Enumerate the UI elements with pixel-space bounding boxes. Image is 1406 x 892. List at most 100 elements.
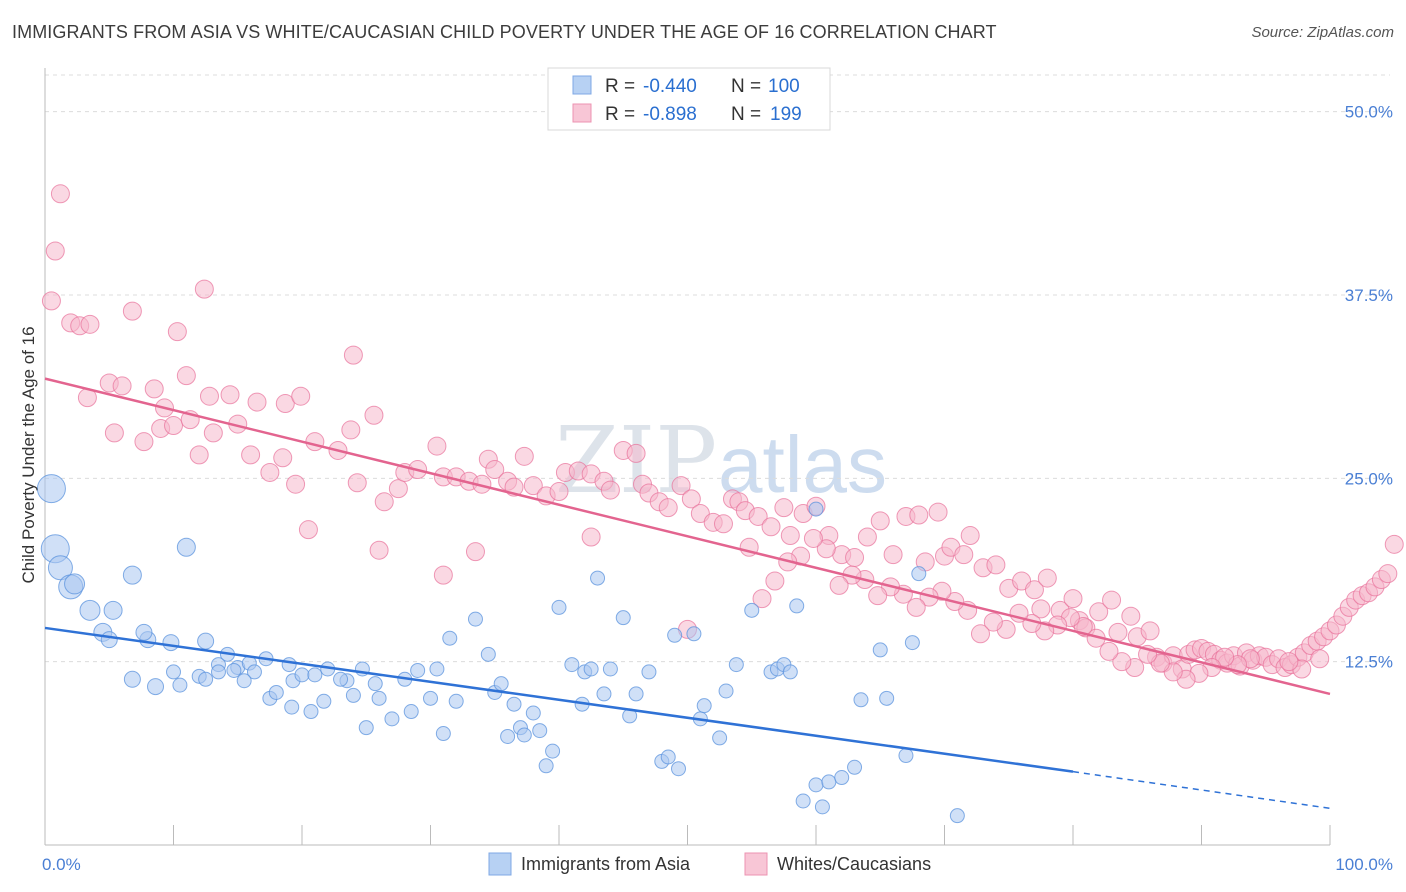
point-immigrants-asia-42: [316, 693, 332, 709]
stats-legend: R = -0.440 N = 100 R = -0.898 N = 199: [547, 67, 831, 131]
point-immigrants-asia-95: [834, 770, 850, 786]
point-immigrants-asia-68: [583, 661, 599, 677]
point-immigrants-asia-6: [103, 600, 123, 620]
point-immigrants-asia-92: [808, 777, 824, 793]
point-immigrants-asia-98: [872, 642, 888, 658]
point-whites-caucasians-171: [970, 624, 990, 644]
point-whites-caucasians-24: [164, 416, 183, 436]
point-immigrants-asia-90: [789, 598, 805, 614]
y-axis-label: Child Poverty Under the Age of 16: [19, 326, 38, 583]
point-whites-caucasians-89: [928, 502, 948, 522]
point-whites-caucasians-85: [883, 545, 903, 565]
legend-r-value-white: -0.898: [643, 104, 697, 125]
point-immigrants-asia-35: [307, 667, 323, 683]
point-immigrants-asia-83: [712, 730, 728, 746]
point-immigrants-asia-75: [641, 664, 657, 680]
point-immigrants-asia-94: [821, 774, 837, 790]
point-whites-caucasians-75: [761, 517, 781, 537]
point-immigrants-asia-79: [671, 761, 687, 777]
point-whites-caucasians-190: [1384, 534, 1404, 554]
point-immigrants-asia-101: [904, 635, 920, 651]
point-whites-caucasians-13: [144, 379, 164, 399]
point-immigrants-asia-40: [333, 671, 349, 687]
point-immigrants-asia-14: [197, 632, 215, 650]
point-immigrants-asia-8: [122, 565, 142, 585]
point-immigrants-asia-29: [281, 657, 297, 673]
point-whites-caucasians-27: [203, 423, 223, 443]
legend-n-value-white: 199: [770, 104, 802, 125]
point-whites-caucasians-147: [1310, 649, 1330, 669]
point-whites-caucasians-29: [241, 445, 261, 465]
point-immigrants-asia-21: [147, 678, 165, 696]
point-whites-caucasians-183: [816, 539, 836, 559]
bottom-legend-label-white: Whites/Caucasians: [777, 854, 931, 874]
point-whites-caucasians-146: [1378, 564, 1398, 584]
axes: [44, 68, 1331, 846]
point-whites-caucasians-107: [1108, 622, 1128, 642]
point-whites-caucasians-30: [260, 462, 280, 482]
point-immigrants-asia-20: [123, 670, 141, 688]
point-whites-caucasians-35: [341, 420, 361, 440]
point-whites-caucasians-161: [1099, 641, 1119, 661]
point-whites-caucasians-59: [600, 480, 620, 500]
legend-r-value-asia: -0.440: [643, 76, 697, 97]
point-whites-caucasians-32: [286, 474, 306, 494]
y-tick-label-3: 50.0%: [1345, 103, 1393, 122]
point-immigrants-asia-103: [728, 657, 744, 673]
point-immigrants-asia-63: [545, 743, 561, 759]
point-immigrants-asia-78: [667, 627, 683, 643]
point-immigrants-asia-28: [246, 664, 262, 680]
point-whites-caucasians-187: [765, 571, 785, 591]
y-tick-label-2: 37.5%: [1345, 286, 1393, 305]
point-whites-caucasians-95: [986, 555, 1006, 575]
point-immigrants-asia-52: [442, 630, 458, 646]
point-whites-caucasians-70: [713, 514, 733, 534]
legend-swatch-asia: [572, 75, 592, 95]
tick-labels: 12.5% 25.0% 37.5% 50.0% 0.0% 100.0%: [42, 103, 1393, 874]
point-immigrants-asia-96: [853, 692, 869, 708]
x-tick-label-1: 100.0%: [1335, 855, 1393, 874]
point-whites-caucasians-54: [549, 482, 569, 502]
stats-legend-box: [547, 67, 831, 131]
point-immigrants-asia-107: [516, 727, 532, 743]
watermark: ZIP atlas: [555, 407, 887, 514]
point-whites-caucasians-36: [364, 405, 384, 425]
point-immigrants-asia-47: [410, 662, 426, 678]
point-whites-caucasians-87: [909, 505, 929, 525]
point-immigrants-asia-60: [525, 705, 541, 721]
gridlines: [45, 74, 1390, 663]
point-whites-caucasians-8: [194, 279, 214, 299]
point-whites-caucasians-149: [1279, 652, 1299, 672]
point-whites-caucasians-17: [220, 385, 240, 405]
trend-line-whites-caucasians: [44, 377, 1331, 696]
point-immigrants-asia-5: [79, 599, 101, 621]
point-whites-caucasians-26: [189, 445, 209, 465]
point-whites-caucasians-110: [1140, 621, 1160, 641]
point-whites-caucasians-6: [122, 301, 142, 321]
point-whites-caucasians-22: [134, 432, 154, 452]
trend-line-immigrants-asia-extension: [1072, 770, 1331, 810]
point-immigrants-asia-77: [660, 749, 676, 765]
point-immigrants-asia-72: [615, 610, 631, 626]
bottom-legend-swatch-asia: [488, 852, 512, 876]
point-immigrants-asia-56: [493, 676, 509, 692]
point-whites-caucasians-19: [275, 394, 295, 414]
point-whites-caucasians-5: [80, 314, 100, 334]
watermark-atlas: atlas: [718, 420, 887, 509]
legend-swatch-white: [572, 103, 592, 123]
point-whites-caucasians-192: [433, 565, 453, 585]
point-immigrants-asia-74: [628, 686, 644, 702]
point-immigrants-asia-32: [268, 684, 284, 700]
point-immigrants-asia-91: [795, 793, 811, 809]
point-whites-caucasians-160: [1112, 652, 1132, 672]
legend-r-label-white: R =: [605, 104, 635, 125]
point-whites-caucasians-7: [167, 322, 187, 342]
point-whites-caucasians-67: [681, 489, 701, 509]
point-immigrants-asia-97: [847, 759, 863, 775]
legend-n-label-asia: N =: [731, 76, 761, 97]
point-whites-caucasians-15: [176, 366, 196, 386]
point-whites-caucasians-98: [1024, 580, 1044, 600]
point-whites-caucasians-83: [857, 527, 877, 547]
point-whites-caucasians-108: [1121, 606, 1141, 626]
